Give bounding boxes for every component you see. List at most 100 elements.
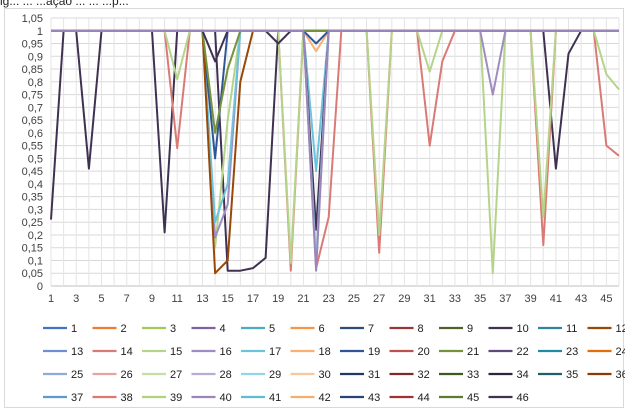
legend-label: 22	[517, 346, 529, 358]
x-tick-label: 27	[373, 293, 385, 305]
legend-item-12: 12	[587, 323, 626, 335]
legend-item-33: 33	[439, 369, 479, 381]
legend-item-46: 46	[488, 392, 529, 404]
line-chart: 00,050,10,150,20,250,30,350,40,450,50,55…	[22, 13, 625, 404]
legend-item-14: 14	[92, 346, 133, 358]
y-tick-label: 0,9	[28, 51, 43, 63]
x-tick-label: 45	[600, 293, 612, 305]
legend-label: 39	[170, 392, 182, 404]
legend-item-41: 41	[241, 392, 281, 404]
legend-item-19: 19	[340, 346, 380, 358]
y-tick-label: 0,7	[28, 102, 43, 114]
legend-item-16: 16	[191, 346, 232, 358]
legend-label: 10	[517, 323, 529, 335]
legend-item-15: 15	[142, 346, 182, 358]
legend-label: 9	[467, 323, 473, 335]
legend-item-20: 20	[389, 346, 430, 358]
legend-label: 12	[616, 323, 626, 335]
legend-item-29: 29	[241, 369, 281, 381]
legend-item-37: 37	[43, 392, 83, 404]
legend-item-10: 10	[488, 323, 529, 335]
legend-label: 4	[220, 323, 226, 335]
legend-label: 13	[71, 346, 83, 358]
y-tick-label: 1	[37, 26, 43, 38]
legend-item-13: 13	[43, 346, 83, 358]
legend-label: 17	[269, 346, 281, 358]
y-tick-label: 0,85	[22, 64, 43, 76]
legend-item-7: 7	[340, 323, 374, 335]
x-tick-label: 1	[48, 293, 54, 305]
legend-label: 3	[170, 323, 176, 335]
legend-item-3: 3	[142, 323, 176, 335]
y-axis-tick-labels: 00,050,10,150,20,250,30,350,40,450,50,55…	[22, 13, 43, 293]
legend-item-32: 32	[389, 369, 430, 381]
figure-caption-fragment: ig... ... ...ação ... ... ...p...	[0, 0, 129, 8]
legend-item-22: 22	[488, 346, 529, 358]
y-tick-label: 1,05	[22, 13, 43, 25]
legend-item-45: 45	[439, 392, 479, 404]
legend-item-28: 28	[191, 369, 232, 381]
legend-item-5: 5	[241, 323, 275, 335]
legend-item-4: 4	[191, 323, 226, 335]
x-tick-label: 37	[499, 293, 511, 305]
legend-label: 6	[319, 323, 325, 335]
legend-label: 14	[121, 346, 133, 358]
legend-label: 25	[71, 369, 83, 381]
legend-item-2: 2	[92, 323, 127, 335]
y-tick-label: 0,65	[22, 115, 43, 127]
legend-label: 37	[71, 392, 83, 404]
legend-item-31: 31	[340, 369, 380, 381]
legend-label: 42	[319, 392, 331, 404]
legend-item-35: 35	[538, 369, 578, 381]
legend-item-39: 39	[142, 392, 182, 404]
legend-item-24: 24	[587, 346, 625, 358]
x-tick-label: 13	[196, 293, 208, 305]
series-lines	[50, 29, 620, 275]
legend-item-6: 6	[290, 323, 325, 335]
legend-item-8: 8	[389, 323, 424, 335]
legend-label: 23	[566, 346, 578, 358]
x-tick-label: 39	[525, 293, 537, 305]
x-tick-label: 7	[124, 293, 130, 305]
x-tick-label: 33	[449, 293, 461, 305]
legend-label: 32	[418, 369, 430, 381]
series-40-curve	[51, 29, 619, 272]
x-tick-label: 9	[149, 293, 155, 305]
x-tick-label: 43	[575, 293, 587, 305]
legend-label: 7	[368, 323, 374, 335]
legend-label: 16	[220, 346, 232, 358]
y-tick-label: 0,4	[28, 179, 43, 191]
y-tick-label: 0,25	[22, 217, 43, 229]
y-tick-label: 0,8	[28, 77, 43, 89]
legend-item-38: 38	[92, 392, 133, 404]
legend-label: 33	[467, 369, 479, 381]
y-tick-label: 0,45	[22, 166, 43, 178]
legend-label: 21	[467, 346, 479, 358]
x-tick-label: 19	[272, 293, 284, 305]
legend-item-18: 18	[290, 346, 331, 358]
y-tick-label: 0,6	[28, 128, 43, 140]
legend-item-17: 17	[241, 346, 281, 358]
y-tick-label: 0,2	[28, 230, 43, 242]
legend-label: 8	[418, 323, 424, 335]
gridlines	[50, 17, 620, 287]
x-tick-label: 35	[474, 293, 486, 305]
legend-label: 1	[71, 323, 77, 335]
x-tick-label: 15	[222, 293, 234, 305]
y-tick-label: 0,95	[22, 39, 43, 51]
x-tick-label: 31	[424, 293, 436, 305]
legend-label: 20	[418, 346, 430, 358]
legend-label: 28	[220, 369, 232, 381]
legend-item-42: 42	[290, 392, 331, 404]
x-tick-label: 23	[323, 293, 335, 305]
x-tick-label: 21	[297, 293, 309, 305]
legend-item-27: 27	[142, 369, 182, 381]
y-tick-label: 0,5	[28, 153, 43, 165]
x-tick-label: 29	[398, 293, 410, 305]
y-tick-label: 0,05	[22, 268, 43, 280]
legend-item-30: 30	[290, 369, 331, 381]
x-tick-label: 3	[73, 293, 79, 305]
legend-label: 45	[467, 392, 479, 404]
y-tick-label: 0,55	[22, 141, 43, 153]
